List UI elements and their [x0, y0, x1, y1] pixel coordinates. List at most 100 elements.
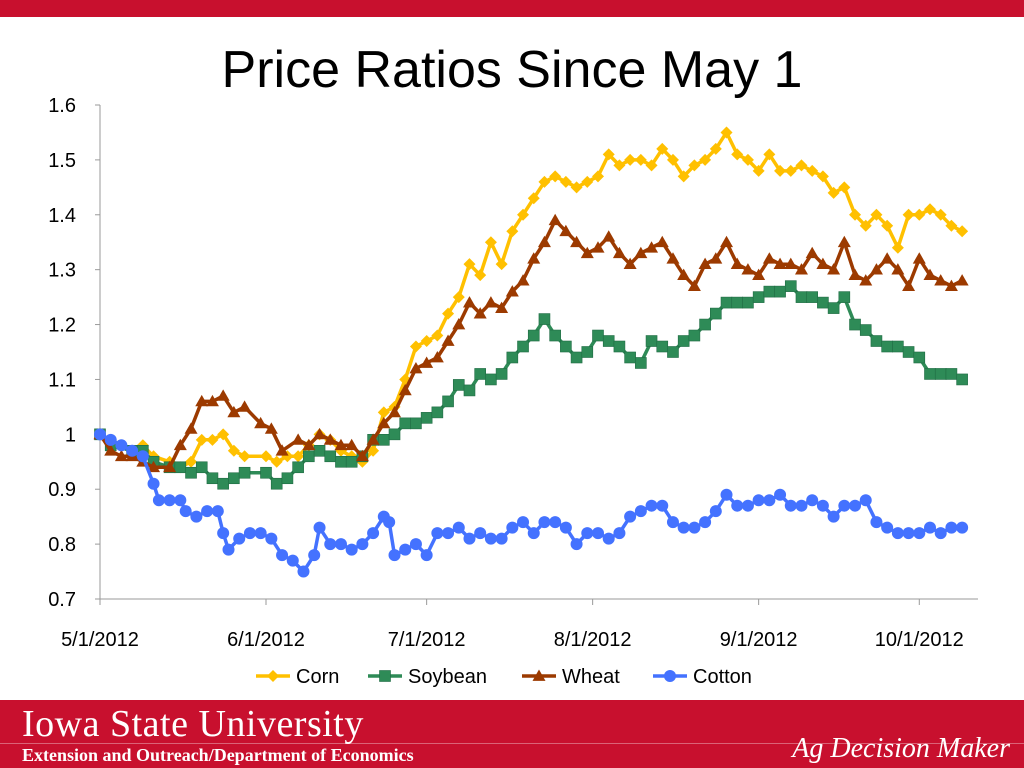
soybean-point — [806, 291, 818, 303]
soybean-point — [645, 335, 658, 347]
cotton-point — [324, 538, 337, 551]
soybean-point — [260, 466, 272, 479]
corn-point — [709, 142, 722, 155]
cotton-point — [115, 439, 128, 452]
corn-point — [431, 329, 444, 342]
price-ratio-chart: 0.7 0.8 0.9 1 1.1 1.2 1.3 1.4 1.5 1.6 5/1/2012 6/1/… — [48, 95, 978, 688]
cotton-point — [163, 494, 176, 507]
cotton-legend-label: Cotton — [693, 666, 752, 688]
x-tick-label: 9/1/2012 — [720, 629, 798, 651]
cotton-point — [265, 532, 278, 545]
soybean-point — [560, 340, 572, 353]
cotton-point — [624, 510, 637, 523]
soybean-point — [945, 368, 958, 380]
corn-point — [677, 170, 690, 183]
corn-point — [849, 208, 862, 221]
footer-bar: Iowa State University Extension and Outr… — [0, 700, 1024, 768]
cotton-point — [367, 527, 380, 540]
soybean-point — [699, 318, 711, 331]
wheat-point — [505, 285, 519, 297]
wheat-point — [827, 263, 841, 275]
corn-point — [913, 208, 926, 221]
soybean-point — [731, 296, 744, 309]
soybean-point — [881, 340, 893, 353]
soybean-legend-marker — [379, 670, 391, 682]
wheat-point — [388, 405, 402, 418]
wheat-point — [655, 235, 669, 248]
wheat-point — [837, 235, 851, 248]
cotton-point — [720, 488, 733, 501]
cotton-point — [741, 499, 754, 512]
corn-point — [185, 455, 198, 468]
wheat-point — [398, 383, 412, 396]
cotton-point — [222, 543, 235, 556]
x-tick-label: 7/1/2012 — [388, 629, 466, 651]
soybean-point — [913, 351, 926, 364]
corn-point — [570, 181, 583, 194]
wheat-point — [173, 438, 187, 451]
soybean-point — [206, 472, 219, 485]
cotton-point — [527, 527, 540, 540]
wheat-point — [612, 246, 626, 259]
cotton-point — [581, 527, 594, 540]
corn-point — [474, 269, 487, 282]
soybean-point — [859, 324, 872, 336]
x-tick-label: 8/1/2012 — [554, 629, 632, 651]
cotton-point — [147, 477, 160, 490]
wheat-point — [869, 263, 883, 275]
wheat-point — [720, 235, 734, 248]
wheat-point — [859, 274, 873, 286]
soybean-series-line — [98, 284, 963, 486]
wheat-point — [527, 252, 541, 264]
soybean-point — [849, 318, 861, 331]
soybean-point — [217, 477, 229, 490]
soybean-point — [410, 417, 422, 430]
soybean-point — [570, 351, 583, 364]
corn-point — [838, 181, 851, 194]
cotton-point — [945, 521, 958, 534]
y-tick-label: 0.8 — [48, 534, 76, 556]
corn-point — [656, 142, 669, 155]
cotton-point — [442, 527, 455, 540]
wheat-point — [355, 449, 369, 462]
cotton-point — [870, 516, 883, 529]
wheat-point — [264, 422, 278, 434]
corn-point — [581, 175, 594, 188]
soybean-point — [527, 329, 540, 342]
soybean-point — [710, 307, 722, 320]
wheat-point — [366, 433, 380, 445]
corn-point — [891, 241, 904, 254]
corn-point — [741, 153, 754, 166]
cotton-point — [774, 488, 787, 501]
corn-point — [420, 335, 433, 348]
corn-legend-label: Corn — [296, 666, 339, 688]
corn-point — [484, 236, 497, 249]
cotton-point — [688, 521, 701, 534]
corn-point — [442, 307, 455, 320]
y-tick-label: 0.9 — [48, 479, 76, 501]
cotton-point — [838, 499, 851, 512]
wheat-point — [430, 350, 444, 363]
soybean-point — [185, 466, 197, 479]
cotton-point — [538, 516, 551, 529]
y-tick-label: 1.4 — [48, 205, 76, 227]
wheat-point — [570, 235, 584, 248]
wheat-point — [934, 274, 948, 286]
cotton-point — [217, 527, 230, 540]
cotton-point — [179, 505, 192, 518]
soybean-point — [581, 346, 594, 358]
corn-point — [902, 208, 915, 221]
wheat-point — [880, 252, 894, 264]
cotton-point — [592, 527, 604, 540]
soybean-point — [420, 412, 433, 424]
cotton-point — [243, 527, 256, 540]
soybean-point — [656, 340, 669, 353]
wheat-point — [104, 444, 118, 456]
wheat-point — [923, 268, 937, 281]
wheat-point — [184, 422, 198, 434]
wheat-point — [580, 246, 594, 259]
wheat-point — [462, 296, 476, 308]
wheat-point — [345, 438, 359, 451]
soybean-point — [602, 335, 615, 347]
soybean-point — [324, 450, 337, 463]
